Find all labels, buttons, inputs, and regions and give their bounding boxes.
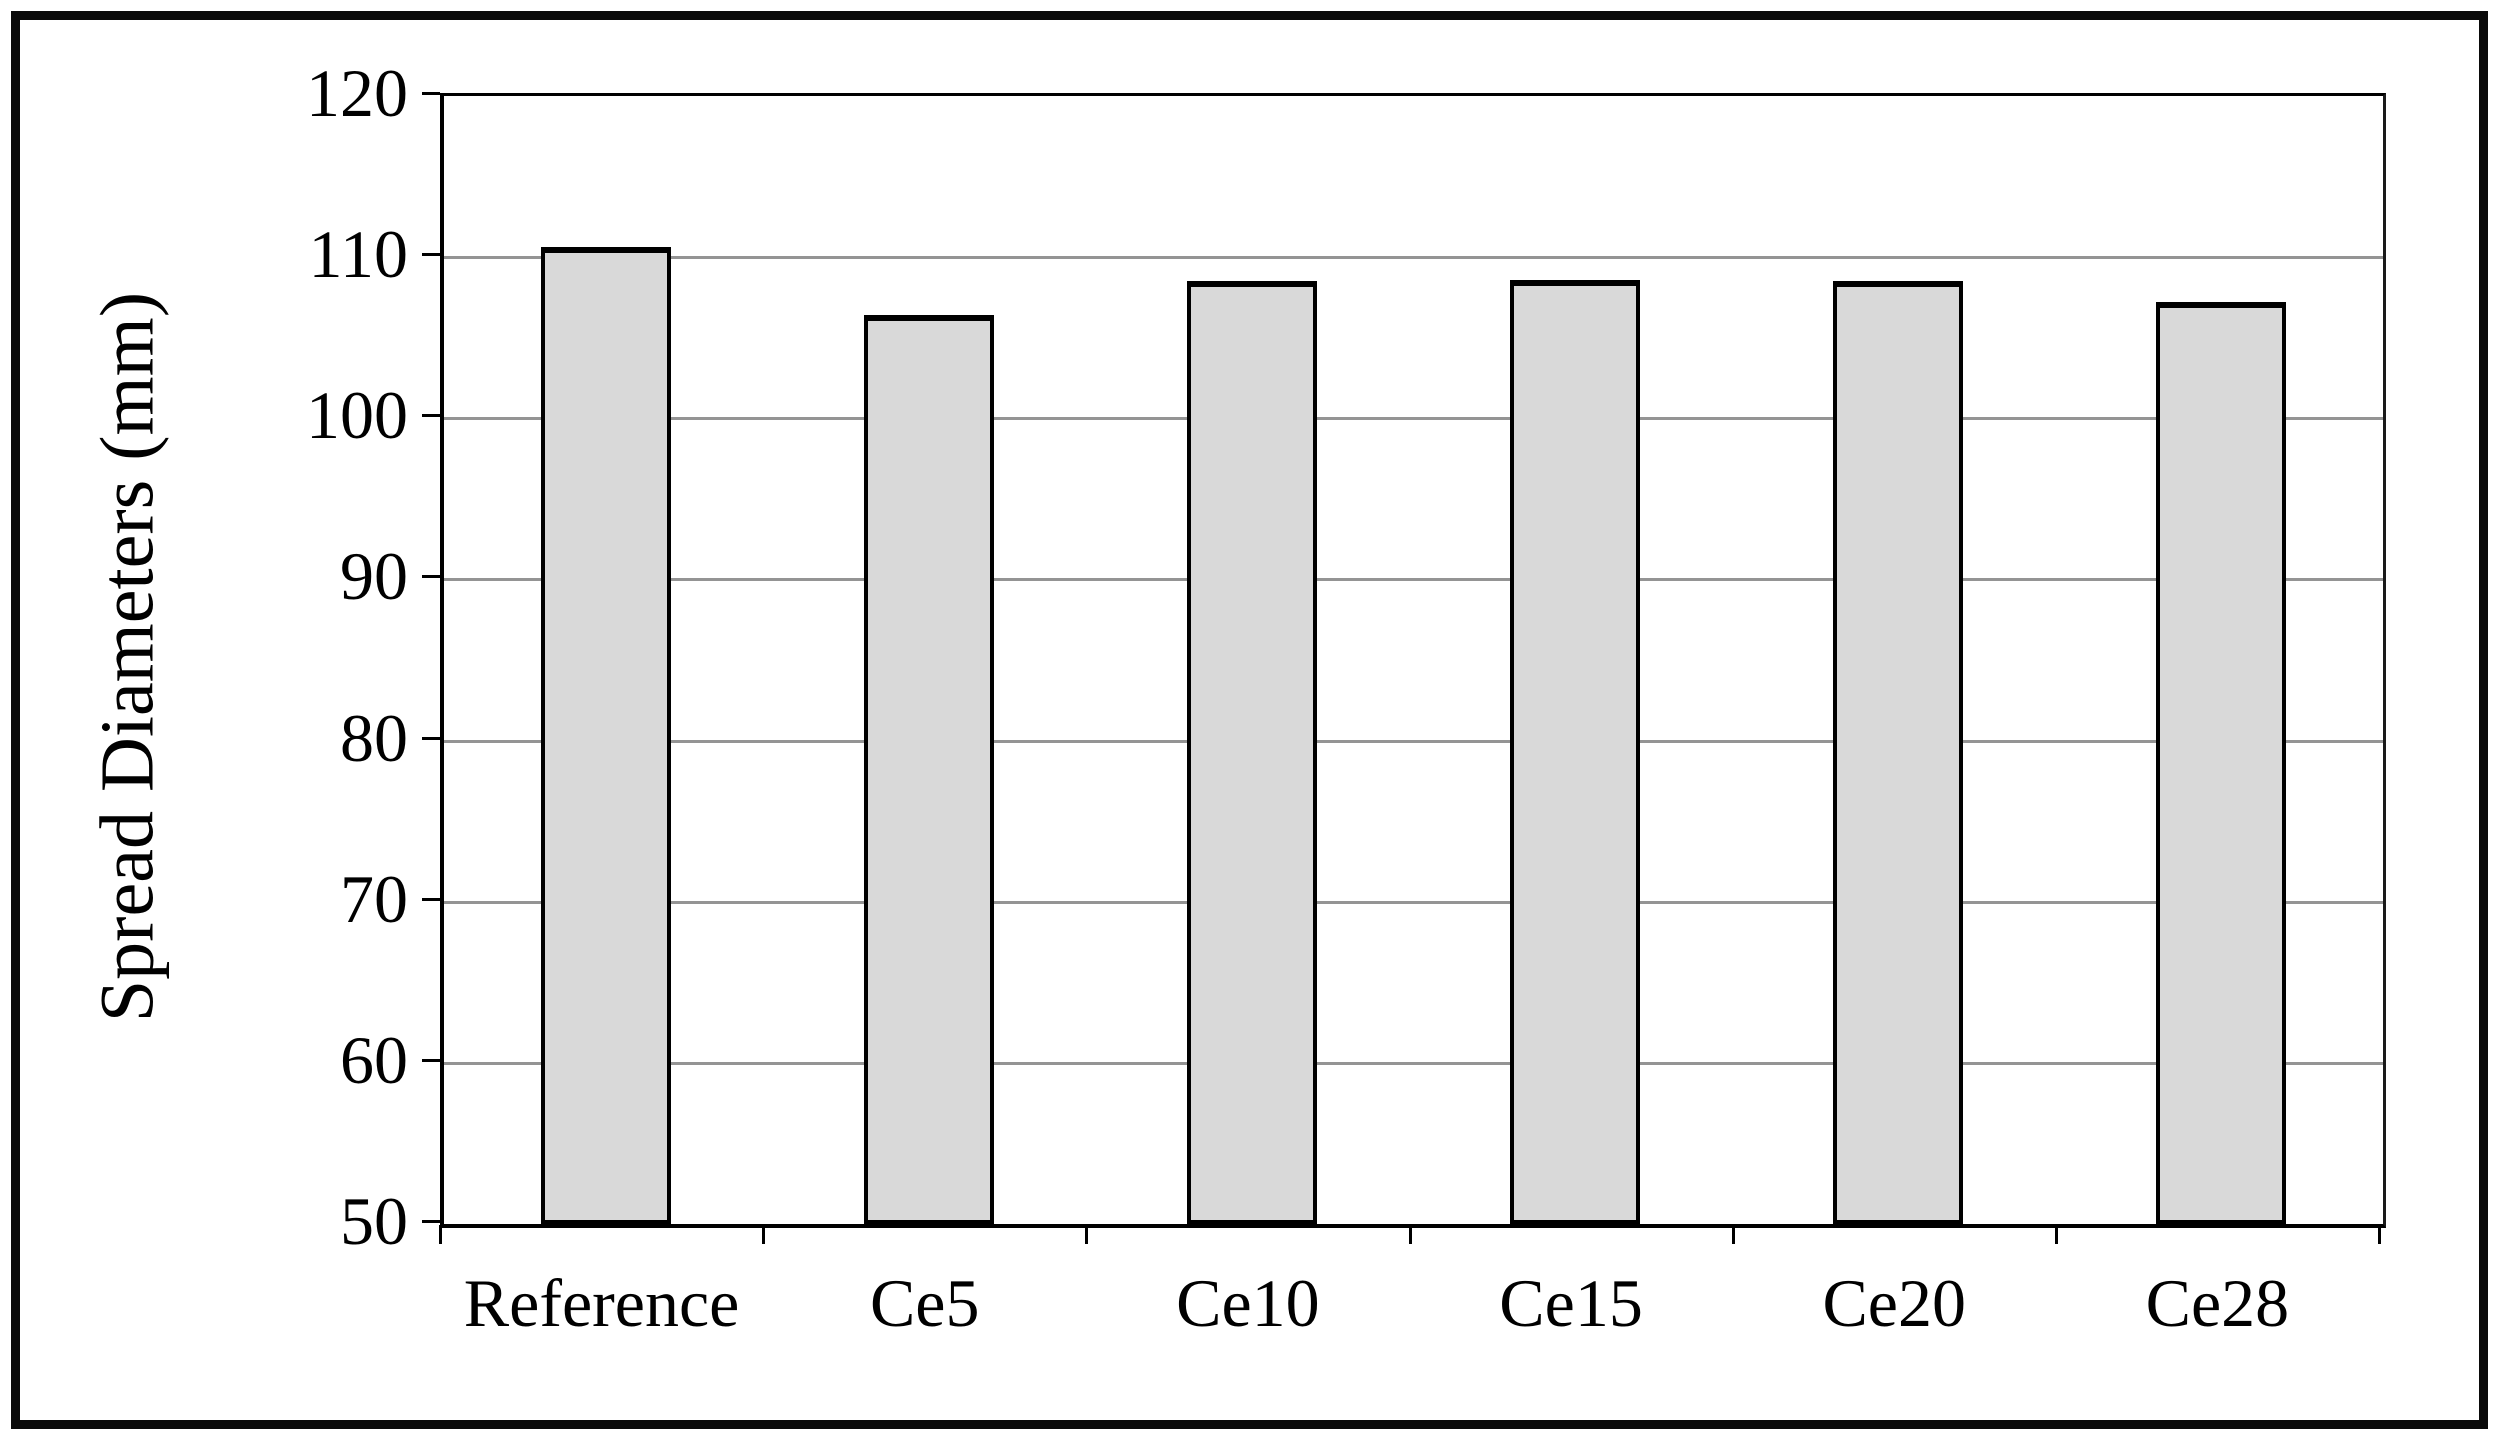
y-tick-label-110: 110 bbox=[308, 216, 408, 293]
x-tick-2 bbox=[1085, 1225, 1089, 1244]
x-category-label-reference: Reference bbox=[463, 1265, 740, 1341]
y-tick-110 bbox=[422, 253, 440, 257]
gridline-80 bbox=[444, 739, 2383, 743]
gridline-110 bbox=[444, 256, 2383, 260]
gridline-70 bbox=[444, 900, 2383, 904]
y-tick-label-100: 100 bbox=[306, 377, 408, 454]
figure-border bbox=[11, 11, 2488, 1429]
x-tick-5 bbox=[2054, 1225, 2058, 1244]
y-tick-label-80: 80 bbox=[340, 699, 408, 776]
y-tick-label-70: 70 bbox=[340, 860, 408, 937]
x-tick-0 bbox=[439, 1225, 442, 1244]
y-tick-label-60: 60 bbox=[340, 1021, 408, 1098]
gridline-60 bbox=[444, 1061, 2383, 1065]
bar-ce10 bbox=[1186, 281, 1317, 1224]
bar-ce15 bbox=[1510, 279, 1641, 1224]
gridline-100 bbox=[444, 417, 2383, 421]
y-tick-120 bbox=[422, 92, 440, 95]
x-category-label-ce10: Ce10 bbox=[1176, 1265, 1320, 1341]
x-tick-4 bbox=[1731, 1225, 1735, 1244]
x-tick-3 bbox=[1408, 1225, 1412, 1244]
bar-ce20 bbox=[1833, 281, 1964, 1224]
y-tick-label-120: 120 bbox=[306, 55, 408, 131]
x-category-label-ce28: Ce28 bbox=[2145, 1265, 2290, 1341]
bar-reference bbox=[540, 247, 671, 1224]
x-category-label-ce5: Ce5 bbox=[869, 1265, 980, 1341]
bar-ce5 bbox=[863, 315, 994, 1224]
y-axis-title: Spread Diameters (mm) bbox=[85, 291, 170, 1023]
x-category-label-ce15: Ce15 bbox=[1499, 1265, 1643, 1341]
gridline-90 bbox=[444, 578, 2383, 582]
plot-area bbox=[440, 93, 2386, 1228]
y-tick-50 bbox=[422, 1220, 440, 1223]
bar-ce28 bbox=[2156, 302, 2287, 1224]
y-tick-70 bbox=[422, 897, 440, 901]
x-tick-1 bbox=[762, 1225, 766, 1244]
y-tick-label-50: 50 bbox=[340, 1183, 408, 1259]
y-tick-label-90: 90 bbox=[340, 538, 408, 615]
x-category-label-ce20: Ce20 bbox=[1822, 1265, 1966, 1341]
y-tick-100 bbox=[422, 414, 440, 418]
y-tick-90 bbox=[422, 575, 440, 579]
x-tick-6 bbox=[2378, 1225, 2381, 1244]
y-tick-60 bbox=[422, 1058, 440, 1062]
y-tick-80 bbox=[422, 736, 440, 740]
